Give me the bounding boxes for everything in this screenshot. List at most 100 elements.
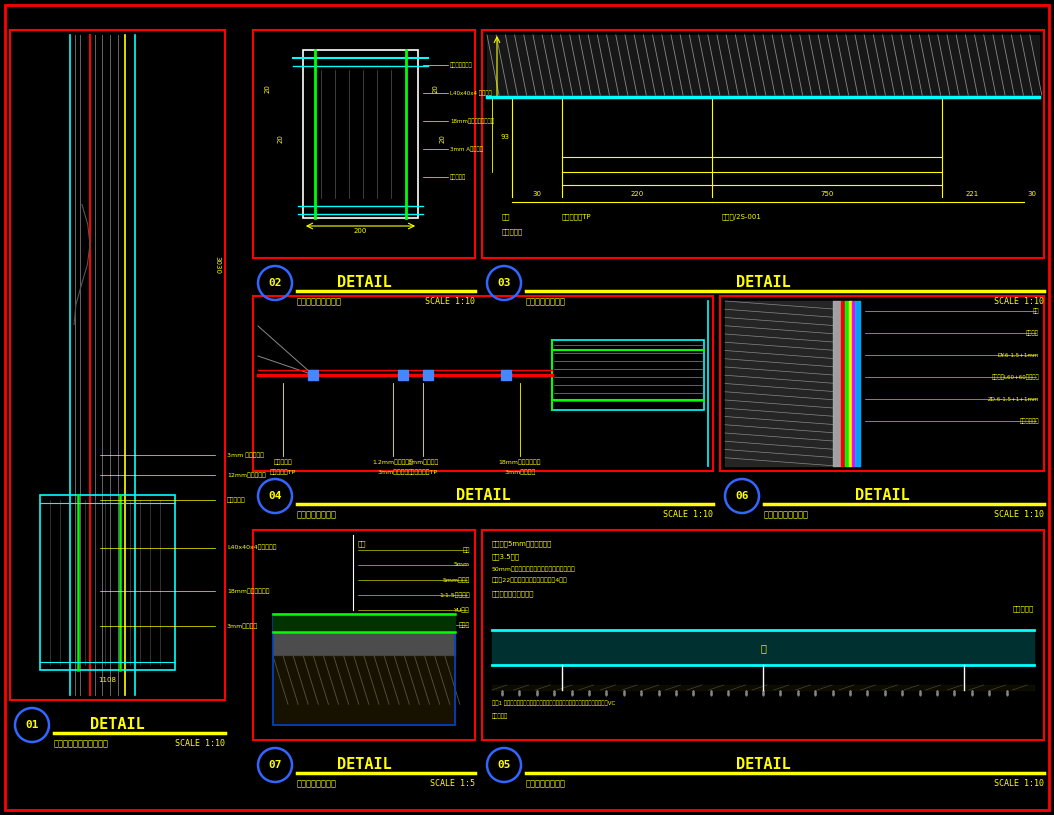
Text: DY.6-1.5+1mm: DY.6-1.5+1mm [998, 353, 1039, 358]
Text: 防锈漆粉刷: 防锈漆粉刷 [1013, 605, 1034, 611]
Text: 20: 20 [433, 84, 440, 93]
Text: 铝扣板吊顶外边: 铝扣板吊顶外边 [450, 62, 473, 68]
Text: DETAIL: DETAIL [736, 757, 790, 772]
Bar [253, 530, 475, 740]
Text: 蹦电地板节点详图: 蹦电地板节点详图 [526, 779, 566, 788]
Text: 3mm竹木地板: 3mm竹木地板 [504, 469, 535, 474]
Text: 3mm A级瓷砖胶: 3mm A级瓷砖胶 [450, 146, 483, 152]
Text: 93: 93 [500, 134, 509, 140]
Text: 平刷3.5层积: 平刷3.5层积 [492, 553, 520, 560]
Text: 标高: 标高 [358, 540, 367, 547]
Text: SCALE 1:5: SCALE 1:5 [430, 779, 475, 788]
Bar [253, 296, 713, 471]
Text: 阻: 阻 [760, 643, 766, 653]
Text: DETAIL: DETAIL [855, 488, 910, 503]
Text: SCALE 1:10: SCALE 1:10 [994, 779, 1045, 788]
Bar [398, 370, 408, 380]
Text: 铝扣板吊顶TP: 铝扣板吊顶TP [562, 213, 591, 219]
Text: 3mm竹木地板: 3mm竹木地板 [408, 459, 438, 465]
Text: 女神区底板墙面节点详图: 女神区底板墙面节点详图 [54, 739, 109, 748]
Bar [482, 530, 1045, 740]
Text: 柱体: 柱体 [502, 213, 510, 219]
Text: L40x40x4角钢主龙骨: L40x40x4角钢主龙骨 [227, 544, 276, 550]
Text: 30: 30 [532, 191, 542, 197]
Bar [302, 50, 418, 218]
Text: 1.2mm水性镀锌底: 1.2mm水性镀锌底 [372, 459, 413, 465]
Text: 02: 02 [269, 278, 281, 288]
Text: 50mm厚石棉隔声卷材，方向倒面铺砖（如无: 50mm厚石棉隔声卷材，方向倒面铺砖（如无 [492, 566, 575, 572]
Text: 30: 30 [1028, 191, 1036, 197]
Text: 220: 220 [630, 191, 644, 197]
Text: 221: 221 [965, 191, 978, 197]
Bar [552, 340, 704, 410]
Text: YU铺料: YU铺料 [454, 607, 470, 613]
Text: 07: 07 [269, 760, 281, 770]
Text: 铝扣板吊顶TP: 铝扣板吊顶TP [270, 469, 296, 474]
Text: 铝扣板吊顶: 铝扣板吊顶 [450, 174, 466, 180]
Text: 3mm竹木地板: 3mm竹木地板 [377, 469, 409, 474]
Text: 18mm细木夹板吊顶夹板: 18mm细木夹板吊顶夹板 [450, 118, 494, 124]
Text: 20: 20 [440, 134, 446, 143]
Text: SCALE 1:10: SCALE 1:10 [663, 510, 713, 519]
Text: 1:1.5水泥砂浆: 1:1.5水泥砂浆 [440, 593, 470, 597]
Text: 大厅墙面节点详图: 大厅墙面节点详图 [526, 297, 566, 306]
Text: 大立面板板: 大立面板板 [502, 228, 523, 235]
Text: 3030: 3030 [214, 255, 220, 274]
Text: 标注: 标注 [1033, 308, 1039, 314]
Text: 地厚墙砖节点详图: 地厚墙砖节点详图 [297, 779, 337, 788]
Text: DETAIL: DETAIL [736, 275, 790, 290]
Text: 3mm 瓷砖胶粘砖: 3mm 瓷砖胶粘砖 [227, 452, 264, 458]
Text: SCALE 1:10: SCALE 1:10 [175, 739, 225, 748]
Bar [273, 614, 455, 725]
Text: SCALE 1:10: SCALE 1:10 [994, 510, 1045, 519]
Bar [423, 370, 433, 380]
Text: 18mm细木夹板吊顶: 18mm细木夹板吊顶 [499, 459, 541, 465]
Text: 也可使用。: 也可使用。 [492, 713, 508, 719]
Text: ZD.6-1.5+1+1mm: ZD.6-1.5+1+1mm [988, 397, 1039, 402]
Text: 墙面乳胶漆节点详图: 墙面乳胶漆节点详图 [764, 510, 809, 519]
Text: 04: 04 [269, 491, 281, 501]
Text: 03: 03 [497, 278, 511, 288]
Bar [308, 370, 318, 380]
Text: 20: 20 [265, 84, 271, 93]
Text: 刷防锈漆5mm左右刷防锈漆: 刷防锈漆5mm左右刷防锈漆 [492, 540, 552, 547]
Text: 铝扣板吊顶: 铝扣板吊顶 [274, 459, 292, 465]
Text: DETAIL: DETAIL [336, 275, 391, 290]
Bar [720, 296, 1045, 471]
Text: DETAIL: DETAIL [91, 717, 144, 732]
Text: 水电区隔断节点详图: 水电区隔断节点详图 [297, 297, 341, 306]
Bar [9, 30, 225, 700]
Text: 铝扣板/2S-001: 铝扣板/2S-001 [722, 213, 762, 219]
Text: SCALE 1:10: SCALE 1:10 [994, 297, 1045, 306]
Text: 大厅墙面节点详图: 大厅墙面节点详图 [297, 510, 337, 519]
Text: 1108: 1108 [98, 677, 117, 683]
Bar [40, 495, 175, 670]
Text: 06: 06 [736, 491, 748, 501]
Text: 200: 200 [354, 228, 367, 234]
Text: 18mm细木夹板吊顶: 18mm细木夹板吊顶 [227, 588, 270, 594]
Text: 12mm厚细木夹板: 12mm厚细木夹板 [227, 472, 266, 478]
Text: 大面地砖吊顶TP: 大面地砖吊顶TP [408, 469, 438, 474]
Text: 01: 01 [25, 720, 39, 730]
Bar [501, 370, 511, 380]
Text: L40x40x4 角钢龙骨: L40x40x4 角钢龙骨 [450, 90, 492, 96]
Text: 内嵌灯带L60+60角铝固定: 内嵌灯带L60+60角铝固定 [991, 374, 1039, 380]
Text: DETAIL: DETAIL [455, 488, 510, 503]
Text: 安全玻璃: 安全玻璃 [1026, 330, 1039, 336]
Text: 铝扣板吊顶: 铝扣板吊顶 [227, 497, 246, 503]
Text: 注：1 薄板地板的板块积用无铜刷面涂漆在不亮底漆地使用底漆，地漆大石系统VC: 注：1 薄板地板的板块积用无铜刷面涂漆在不亮底漆地使用底漆，地漆大石系统VC [492, 700, 616, 706]
Text: 750: 750 [820, 191, 834, 197]
Text: DETAIL: DETAIL [336, 757, 391, 772]
Text: 3mm竹木地板: 3mm竹木地板 [227, 623, 258, 629]
Text: 5mm: 5mm [454, 562, 470, 567]
Text: 灯带铝槽固定: 灯带铝槽固定 [1019, 418, 1039, 424]
Text: 一般乳胶面漆上层粉刷: 一般乳胶面漆上层粉刷 [492, 590, 534, 597]
Text: 05: 05 [497, 760, 511, 770]
Bar [253, 30, 475, 258]
Text: 地面: 地面 [463, 547, 470, 553]
Text: 20: 20 [278, 134, 284, 143]
Text: SCALE 1:10: SCALE 1:10 [425, 297, 475, 306]
Text: 多层钢22号镀锌铝箔细铜排条，每米4根）: 多层钢22号镀锌铝箔细铜排条，每米4根） [492, 577, 568, 583]
Bar [482, 30, 1045, 258]
Text: 防水层: 防水层 [458, 622, 470, 628]
